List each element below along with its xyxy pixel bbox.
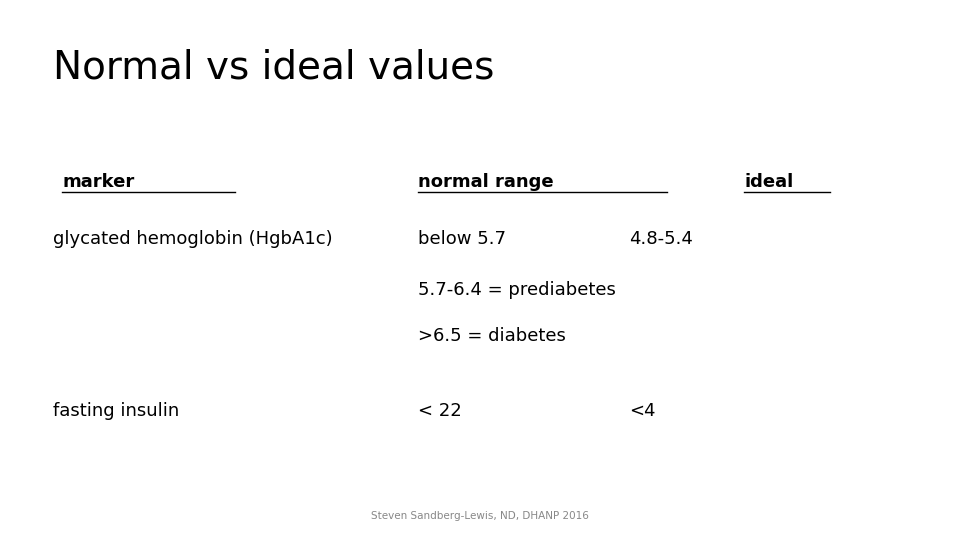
Text: >6.5 = diabetes: >6.5 = diabetes [418, 327, 565, 345]
Text: < 22: < 22 [418, 402, 462, 420]
Text: glycated hemoglobin (HgbA1c): glycated hemoglobin (HgbA1c) [53, 230, 332, 247]
Text: 5.7-6.4 = prediabetes: 5.7-6.4 = prediabetes [418, 281, 615, 299]
Text: <4: <4 [629, 402, 656, 420]
Text: below 5.7: below 5.7 [418, 230, 506, 247]
Text: ideal: ideal [744, 173, 793, 191]
Text: normal range: normal range [418, 173, 553, 191]
Text: Steven Sandberg-Lewis, ND, DHANP 2016: Steven Sandberg-Lewis, ND, DHANP 2016 [372, 511, 588, 521]
Text: 4.8-5.4: 4.8-5.4 [629, 230, 693, 247]
Text: fasting insulin: fasting insulin [53, 402, 180, 420]
Text: Normal vs ideal values: Normal vs ideal values [53, 49, 494, 86]
Text: marker: marker [62, 173, 134, 191]
